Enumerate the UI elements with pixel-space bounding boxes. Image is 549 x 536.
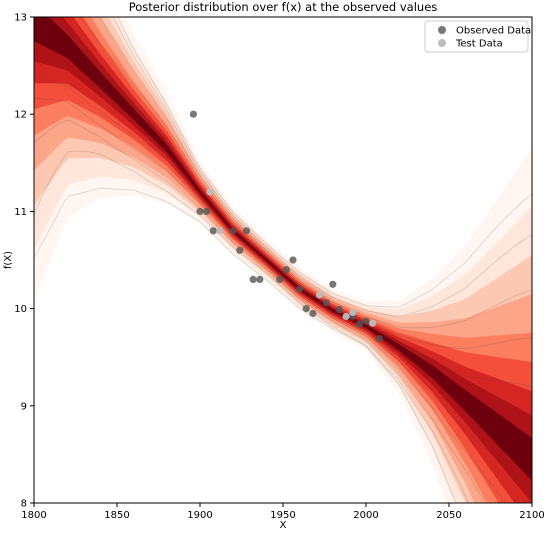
observed-point: [189, 110, 197, 118]
observed-point: [296, 285, 304, 293]
y-tick-label: 8: [21, 499, 27, 510]
legend-label-test: Test Data: [455, 39, 503, 50]
y-tick-label: 11: [14, 207, 27, 218]
posterior-band-9: [34, 17, 532, 481]
posterior-sample-curve: [112, 17, 532, 317]
chart-title: Posterior distribution over f(x) at the …: [129, 0, 438, 14]
posterior-sample-curve: [34, 70, 532, 494]
posterior-sample-curve: [34, 187, 457, 503]
posterior-sample-curve: [34, 119, 486, 503]
posterior-sample-curve: [79, 17, 532, 349]
observed-point: [329, 280, 337, 288]
observed-point: [322, 299, 330, 307]
legend-label-observed: Observed Data: [456, 26, 531, 37]
y-axis-label: f(X): [3, 251, 14, 269]
observed-point: [229, 227, 237, 235]
y-tick-label: 12: [14, 110, 27, 121]
observed-point: [309, 309, 317, 318]
posterior-bands: [34, 17, 532, 503]
observed-point: [289, 256, 297, 264]
x-axis: 1800 1850 1900 1950 2000 2050 2100: [21, 503, 545, 521]
x-axis-label: X: [280, 520, 287, 531]
posterior-samples: [34, 17, 532, 503]
y-tick-label: 10: [14, 304, 27, 315]
x-tick-label: 1800: [21, 510, 46, 521]
observed-point: [256, 275, 264, 283]
y-axis: 8 9 10 11 12 13: [14, 13, 34, 510]
legend: Observed Data Test Data: [424, 20, 531, 53]
y-tick-label: 9: [21, 401, 27, 412]
test-point: [216, 227, 224, 235]
test-point: [369, 319, 377, 327]
x-tick-label: 2050: [436, 510, 461, 521]
observed-point: [236, 246, 244, 254]
x-tick-label: 1850: [104, 510, 129, 521]
observed-point: [209, 227, 217, 235]
legend-box: [424, 20, 529, 53]
data-points: [189, 110, 383, 343]
posterior-sample-curve: [117, 17, 532, 308]
observed-point: [196, 207, 204, 215]
observed-point: [362, 317, 370, 325]
observed-point: [276, 275, 284, 283]
legend-marker-observed: [438, 26, 446, 34]
observed-point: [242, 227, 251, 235]
test-point: [315, 291, 324, 299]
x-tick-label: 2000: [353, 510, 378, 521]
x-tick-label: 1900: [187, 510, 212, 521]
observed-point: [335, 306, 343, 314]
x-tick-label: 1950: [270, 510, 295, 521]
x-tick-label: 2100: [519, 510, 544, 521]
test-point: [342, 312, 350, 320]
legend-marker-test: [438, 39, 446, 47]
posterior-sample-curve: [34, 150, 469, 503]
observed-point: [375, 335, 383, 343]
test-point: [349, 308, 357, 317]
observed-point: [203, 207, 211, 215]
observed-point: [302, 305, 310, 313]
observed-point: [249, 275, 257, 283]
posterior-sample-curve: [99, 17, 532, 329]
observed-point: [355, 320, 363, 328]
observed-point: [282, 266, 290, 274]
y-tick-label: 13: [14, 13, 27, 24]
test-point: [206, 188, 214, 196]
